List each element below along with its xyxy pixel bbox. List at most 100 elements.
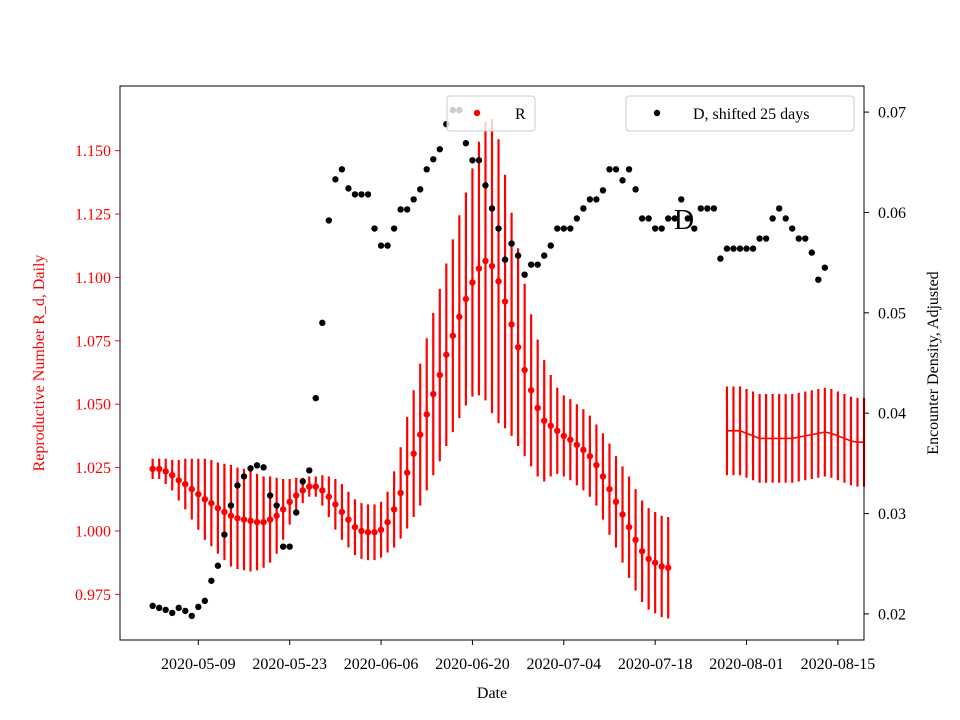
r-point: [162, 468, 169, 475]
r-point: [312, 483, 319, 490]
d-point: [208, 577, 215, 584]
r-point: [195, 491, 202, 498]
d-point: [155, 604, 163, 612]
r-point: [567, 436, 574, 443]
r-point: [619, 511, 626, 518]
r-point: [221, 508, 228, 516]
r-point: [651, 559, 659, 566]
r-point: [443, 351, 450, 358]
y-right-axis-ticks: 0.02 0.03 0.04 0.05 0.06 0.07: [864, 105, 906, 623]
r-point: [358, 527, 365, 535]
r-point: [573, 441, 581, 448]
r-point: [319, 487, 326, 494]
d-point: [756, 235, 763, 242]
r-point: [286, 498, 293, 506]
r-point: [351, 523, 359, 531]
x-tick-label: 2020-07-18: [618, 656, 693, 673]
d-point: [299, 478, 306, 485]
r-point: [227, 512, 235, 519]
d-point: [482, 182, 489, 189]
y-left-tick-label: 0.975: [75, 587, 111, 604]
r-point: [580, 446, 587, 454]
r-point: [175, 477, 182, 484]
y-right-axis-label: Encounter Density, Adjusted: [925, 271, 942, 454]
r-point: [182, 480, 189, 488]
r-point: [527, 387, 535, 394]
d-point: [462, 140, 470, 147]
d-point: [638, 215, 646, 222]
y-left-tick-label: 1.100: [75, 270, 111, 287]
d-point: [547, 242, 554, 249]
series-line: [726, 429, 864, 444]
x-tick-label: 2020-05-09: [161, 656, 236, 673]
r-point: [201, 496, 209, 503]
d-point: [501, 256, 509, 263]
y-left-tick-label: 1.150: [75, 143, 111, 160]
r-point: [338, 508, 346, 516]
r-point: [155, 465, 163, 473]
d-point: [651, 225, 659, 232]
y-right-tick-label: 0.04: [878, 406, 906, 423]
d-point: [782, 215, 789, 222]
d-point: [260, 464, 267, 471]
d-point: [534, 261, 541, 268]
d-point: [417, 186, 424, 193]
d-point: [684, 215, 691, 222]
d-point: [286, 543, 293, 550]
d-point: [815, 276, 822, 283]
d-point: [599, 187, 607, 194]
r-point: [508, 321, 515, 328]
r-point: [234, 515, 241, 522]
d-point: [593, 196, 600, 203]
r-point: [586, 452, 594, 460]
r-point: [495, 278, 502, 285]
r-point: [554, 427, 561, 435]
y-right-tick-label: 0.03: [878, 506, 906, 523]
d-point: [821, 264, 829, 271]
r-point: [377, 526, 385, 533]
d-point: [508, 240, 515, 247]
data-points: [149, 106, 829, 620]
d-point: [214, 562, 222, 569]
d-point: [430, 156, 437, 163]
d-point: [704, 205, 711, 212]
r-point: [475, 265, 483, 272]
y-right-tick-label: 0.07: [878, 105, 906, 122]
d-point: [436, 146, 443, 153]
d-point: [182, 607, 189, 615]
d-point: [808, 249, 815, 256]
x-axis-label: Date: [477, 685, 507, 702]
x-tick-label: 2020-08-01: [709, 656, 784, 673]
r-point: [462, 295, 470, 303]
r-point: [501, 298, 509, 305]
d-point: [723, 245, 731, 252]
d-point: [358, 191, 365, 198]
d-point: [312, 394, 319, 402]
x-axis-ticks: 2020-05-09 2020-05-23 2020-06-06 2020-06-20…: [161, 640, 875, 673]
legend-r-label: R: [515, 106, 526, 123]
d-point: [227, 502, 235, 509]
r-point: [214, 504, 222, 512]
d-point: [573, 215, 581, 222]
r-point: [149, 465, 156, 473]
d-point: [514, 252, 522, 259]
r-point: [638, 548, 646, 555]
d-point: [188, 612, 195, 620]
d-point: [364, 191, 372, 198]
r-point: [593, 461, 600, 469]
legend-r: R: [446, 95, 536, 132]
d-point: [749, 245, 757, 252]
r-point: [390, 506, 398, 513]
r-point: [469, 279, 476, 286]
legend-d-marker: [653, 109, 661, 117]
r-point: [665, 564, 672, 571]
y-left-tick-label: 1.075: [75, 333, 111, 350]
r-point: [632, 536, 639, 544]
r-point: [541, 417, 548, 424]
r-point: [397, 489, 404, 497]
r-point: [247, 517, 254, 525]
d-point: [338, 166, 346, 173]
y-left-axis-ticks: 0.975 1.000 1.025 1.050 1.075 1.100 1.125 1.150: [75, 143, 120, 604]
d-point: [658, 225, 665, 232]
d-point: [665, 215, 672, 222]
